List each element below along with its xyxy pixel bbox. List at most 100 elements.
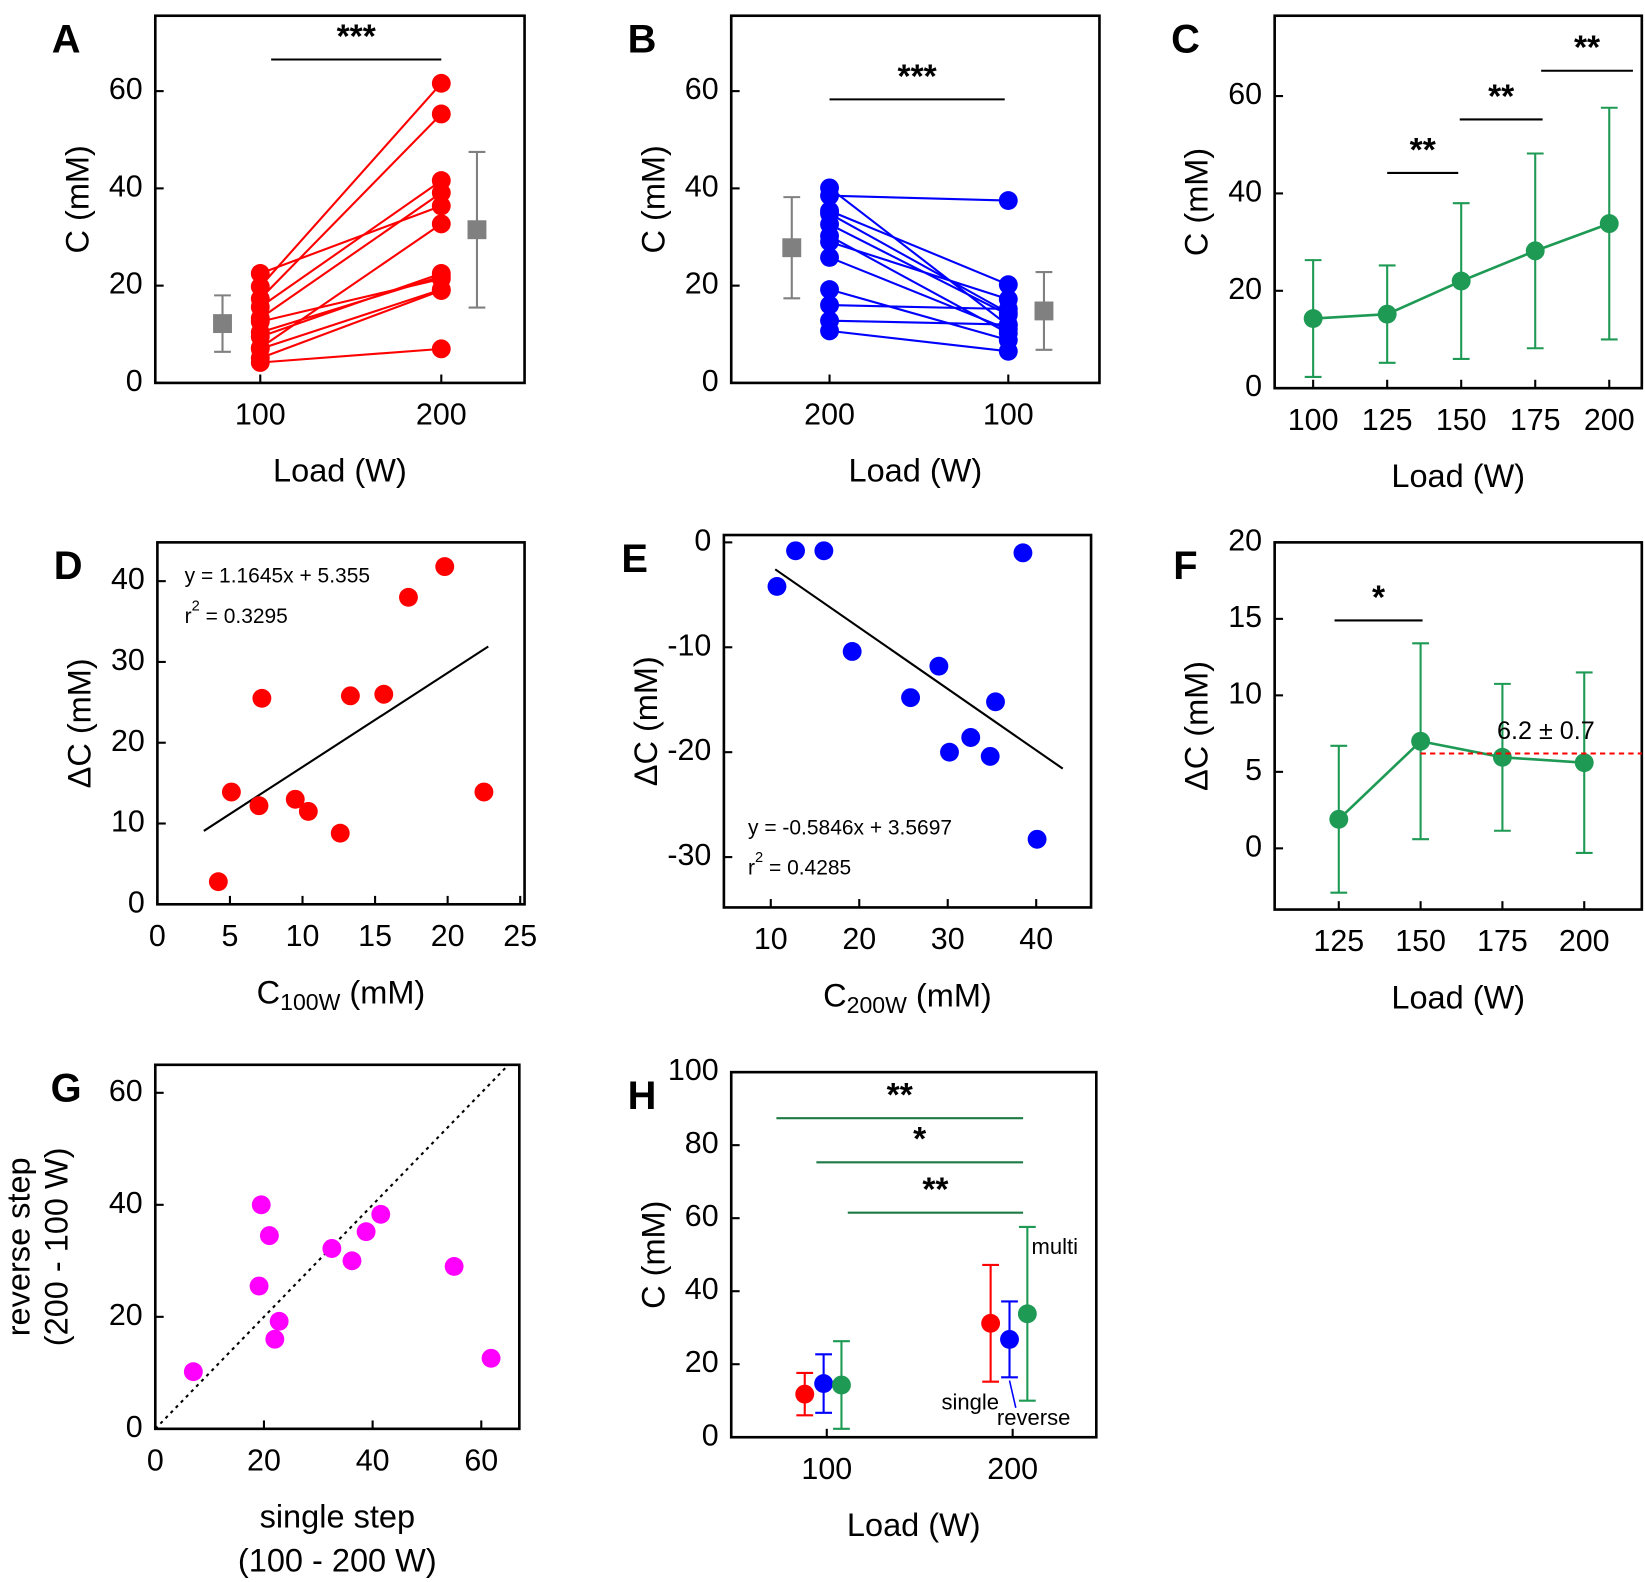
point bbox=[1377, 304, 1397, 324]
r2-exponent: 2 bbox=[192, 598, 200, 614]
plot-frame bbox=[153, 1063, 521, 1431]
y-axis-label: ΔC (mM) bbox=[1179, 661, 1215, 791]
y-axis-label: reverse step bbox=[1, 1157, 37, 1336]
point bbox=[786, 541, 805, 561]
x-tick-label: 200 bbox=[1584, 403, 1635, 437]
x-tick-label: 200 bbox=[987, 1452, 1038, 1486]
y-tick-label: 20 bbox=[685, 267, 719, 301]
point bbox=[474, 782, 494, 802]
series-label: reverse bbox=[997, 1405, 1070, 1430]
point bbox=[980, 746, 1000, 766]
y-axis-label: C (mM) bbox=[1179, 148, 1215, 256]
point bbox=[820, 295, 839, 315]
panel-label: B bbox=[628, 17, 657, 61]
y-tick-label: 0 bbox=[702, 364, 719, 398]
x-tick-label: 20 bbox=[247, 1443, 281, 1477]
x-tick-label: 30 bbox=[931, 922, 965, 956]
label-base: C bbox=[257, 974, 280, 1010]
plot-frame bbox=[1273, 541, 1644, 911]
x-tick-label: 100 bbox=[1288, 403, 1339, 437]
point bbox=[431, 214, 451, 234]
point bbox=[481, 1348, 501, 1368]
y-tick-label: 0 bbox=[1245, 829, 1262, 863]
plot-frame bbox=[156, 541, 526, 906]
point bbox=[183, 1362, 203, 1382]
point bbox=[269, 1311, 289, 1331]
x-tick-label: 0 bbox=[147, 1443, 164, 1477]
x-tick-label: 40 bbox=[1019, 922, 1053, 956]
fit-line bbox=[774, 568, 1064, 770]
point bbox=[1574, 753, 1594, 773]
y-tick-label: 60 bbox=[685, 72, 719, 106]
x-tick-label: 200 bbox=[804, 398, 855, 432]
y-tick-label: 30 bbox=[111, 643, 145, 677]
y-tick-label: 20 bbox=[1228, 272, 1262, 306]
r2-value: = 0.4285 bbox=[763, 856, 851, 879]
x-tick-label: 20 bbox=[842, 922, 876, 956]
point bbox=[356, 1222, 376, 1242]
point bbox=[431, 269, 451, 289]
significance-label: * bbox=[913, 1121, 927, 1158]
pair-line bbox=[260, 347, 442, 364]
point bbox=[795, 1384, 815, 1404]
y-tick-label: 60 bbox=[685, 1199, 719, 1233]
point bbox=[431, 104, 451, 124]
panel-label: E bbox=[621, 537, 648, 581]
point bbox=[929, 656, 949, 676]
r2-symbol: r bbox=[748, 856, 755, 879]
point bbox=[820, 280, 839, 299]
x-tick-label: 40 bbox=[356, 1443, 390, 1477]
y-axis-label: C (mM) bbox=[59, 145, 95, 253]
point bbox=[767, 576, 787, 596]
point bbox=[998, 316, 1018, 335]
point bbox=[820, 311, 839, 331]
point bbox=[298, 801, 318, 821]
y-tick-label: 20 bbox=[685, 1345, 719, 1379]
point bbox=[342, 1251, 362, 1271]
point bbox=[1027, 829, 1047, 849]
significance-label: *** bbox=[337, 18, 377, 55]
fit-r2: r2 = 0.4285 bbox=[748, 850, 851, 879]
y-tick-label: -30 bbox=[667, 838, 711, 872]
y-tick-label: 40 bbox=[109, 169, 143, 203]
x-axis-label: Load (W) bbox=[848, 453, 982, 489]
point bbox=[208, 872, 228, 892]
y-tick-label: 0 bbox=[126, 1410, 143, 1444]
x-axis-label: Load (W) bbox=[1391, 458, 1525, 494]
pair-line bbox=[259, 113, 443, 300]
point bbox=[1411, 731, 1431, 751]
point bbox=[435, 557, 455, 577]
x-tick-label: 10 bbox=[286, 919, 320, 953]
y-tick-label: 0 bbox=[128, 885, 145, 919]
x-axis-label: Load (W) bbox=[847, 1507, 981, 1543]
y-axis-label: C (mM) bbox=[635, 1201, 671, 1309]
point bbox=[431, 196, 451, 216]
label-rest: (mM) bbox=[907, 977, 992, 1013]
y-tick-label: 60 bbox=[109, 1074, 143, 1108]
significance-label: ** bbox=[887, 1077, 914, 1114]
fit-equation: y = -0.5846x + 3.5697 bbox=[748, 816, 952, 839]
x-axis-label: Load (W) bbox=[1391, 979, 1525, 1015]
pair-line bbox=[260, 277, 442, 323]
y-tick-label: -20 bbox=[667, 733, 711, 767]
plot-frame bbox=[729, 14, 1101, 385]
x-tick-label: 60 bbox=[464, 1443, 498, 1477]
point bbox=[901, 688, 921, 708]
significance-label: ** bbox=[1488, 78, 1515, 115]
point bbox=[371, 1204, 391, 1224]
r2-value: = 0.3295 bbox=[200, 604, 288, 627]
x-tick-label: 5 bbox=[221, 919, 238, 953]
x-tick-label: 100 bbox=[801, 1452, 852, 1486]
point bbox=[221, 782, 241, 802]
point bbox=[431, 171, 451, 191]
significance-label: * bbox=[1372, 579, 1386, 616]
plot-frame bbox=[722, 533, 1093, 909]
y-axis-label: C (mM) bbox=[635, 145, 671, 253]
y-tick-label: 40 bbox=[685, 169, 719, 203]
point bbox=[1017, 1304, 1037, 1324]
fit-line bbox=[203, 645, 489, 832]
significance-label: ** bbox=[922, 1172, 949, 1209]
point bbox=[251, 1195, 271, 1215]
x-tick-label: 0 bbox=[149, 919, 166, 953]
y-tick-label: 40 bbox=[111, 562, 145, 596]
